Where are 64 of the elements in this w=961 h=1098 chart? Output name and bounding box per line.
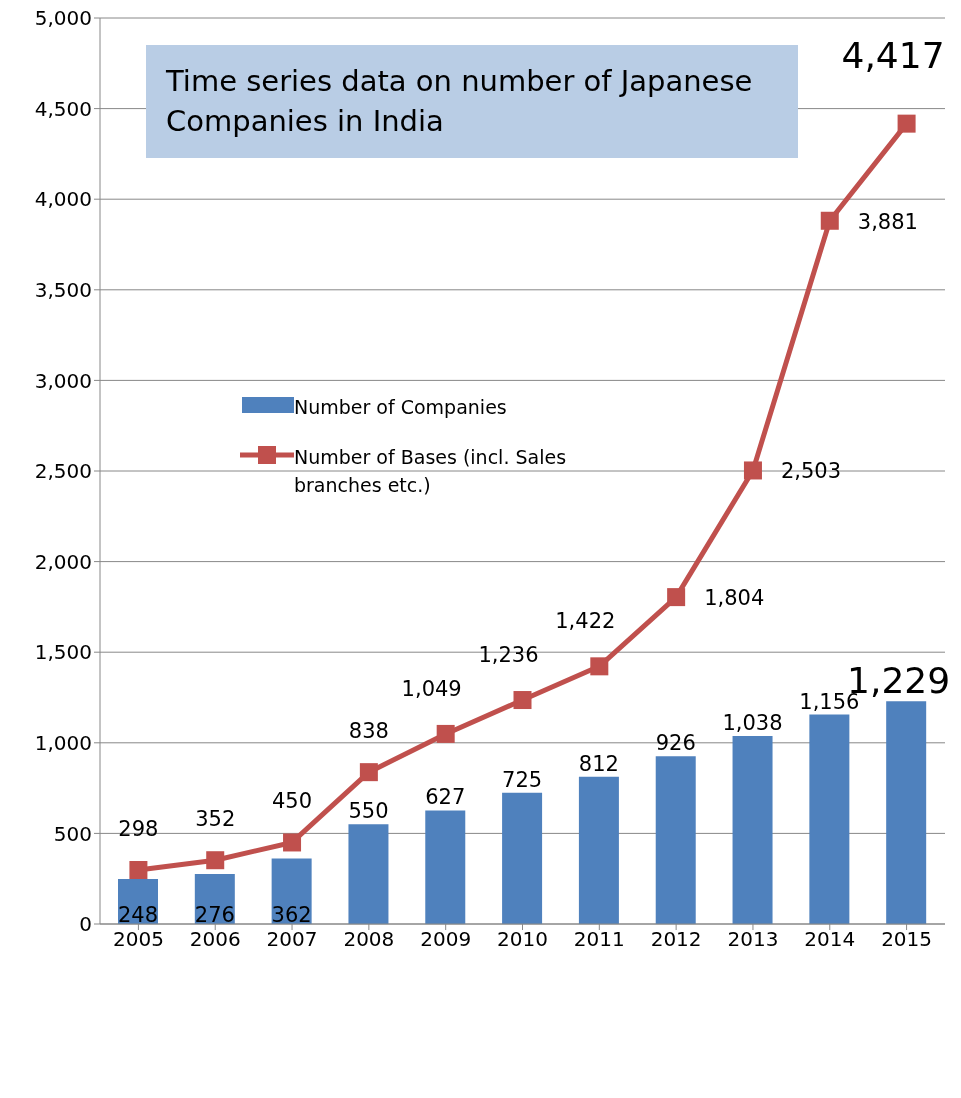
data-label: 1,422 — [555, 609, 616, 634]
data-label: 926 — [655, 731, 696, 756]
x-tick-label: 2014 — [804, 927, 856, 952]
y-tick-label: 0 — [79, 912, 92, 937]
y-tick-label: 3,000 — [34, 368, 92, 393]
bar — [809, 714, 850, 924]
y-tick-label: 1,500 — [34, 640, 92, 665]
point — [590, 657, 609, 676]
bar — [502, 792, 543, 924]
data-label: 550 — [348, 799, 389, 824]
bar — [348, 824, 389, 924]
data-label: 276 — [194, 903, 235, 927]
x-tick-label: 2013 — [727, 927, 779, 952]
data-label: 725 — [502, 767, 543, 792]
legend-label: Number of Companies — [294, 395, 507, 420]
x-tick-label: 2012 — [650, 927, 702, 952]
y-tick-label: 1,000 — [34, 730, 92, 755]
data-label: 352 — [195, 807, 236, 832]
x-tick-label: 2005 — [112, 927, 164, 952]
y-tick-label: 2,500 — [34, 459, 92, 484]
point — [283, 833, 302, 852]
bar — [732, 735, 773, 924]
data-label: 812 — [578, 751, 619, 776]
data-label: 298 — [118, 817, 159, 841]
bar — [425, 810, 466, 924]
point — [436, 724, 455, 743]
point — [513, 691, 532, 710]
data-label: 1,236 — [478, 643, 539, 668]
data-label: 362 — [271, 903, 312, 927]
point — [820, 211, 839, 230]
y-tick-label: 5,000 — [34, 6, 92, 31]
y-tick-label: 4,000 — [34, 187, 92, 212]
data-label: 1,038 — [722, 710, 783, 735]
point — [667, 588, 686, 607]
point — [129, 861, 148, 879]
data-label: 1,804 — [704, 586, 765, 611]
x-tick-label: 2011 — [573, 927, 625, 952]
y-tick-label: 2,000 — [34, 549, 92, 574]
bar — [886, 701, 927, 924]
data-label: 248 — [117, 903, 159, 927]
x-tick-label: 2008 — [343, 927, 395, 952]
data-label: 627 — [425, 785, 466, 810]
data-label: 838 — [348, 719, 389, 744]
point — [743, 461, 762, 480]
x-tick-label: 2007 — [266, 927, 318, 952]
x-tick-label: 2009 — [420, 927, 472, 952]
data-label: 450 — [272, 789, 313, 814]
data-label: 1,049 — [401, 676, 462, 701]
y-tick-label: 3,500 — [34, 277, 92, 302]
y-tick-label: 4,500 — [34, 96, 92, 121]
bar — [655, 756, 696, 924]
x-tick-label: 2015 — [881, 927, 933, 952]
data-label: 4,417 — [841, 34, 945, 76]
y-tick-label: 500 — [53, 821, 92, 846]
point — [897, 114, 916, 133]
data-label: 2,503 — [780, 459, 842, 484]
point — [206, 851, 225, 870]
data-label: 3,881 — [857, 209, 918, 234]
point — [359, 763, 378, 782]
x-tick-label: 2010 — [497, 927, 548, 952]
x-tick-label: 2006 — [189, 927, 241, 952]
legend-label: Number of Bases (incl. Sales branches etc.) — [294, 445, 568, 498]
bar — [578, 776, 619, 924]
text: Time series data on number of Japanese Companies in India — [146, 45, 798, 158]
